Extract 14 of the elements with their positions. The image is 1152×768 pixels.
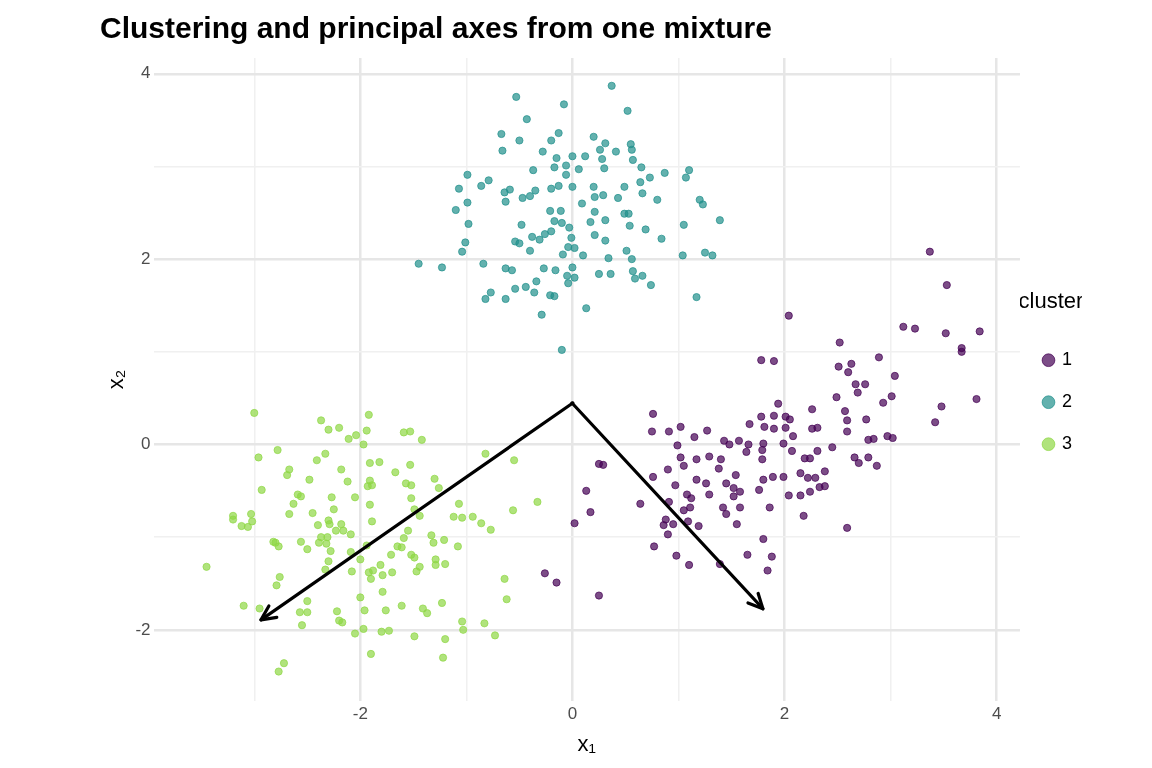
y-tick-label: 4 bbox=[141, 63, 151, 83]
chart-title: Clustering and principal axes from one mixture bbox=[100, 11, 772, 45]
legend-label: 2 bbox=[1061, 391, 1072, 412]
x-tick-label: 4 bbox=[991, 704, 1002, 724]
legend-label: 3 bbox=[1061, 433, 1072, 454]
x-tick-label: 0 bbox=[567, 704, 578, 724]
x-axis-title: x₁ bbox=[577, 730, 596, 756]
y-axis-title: x₂ bbox=[103, 369, 129, 390]
legend-label: 1 bbox=[1061, 349, 1072, 370]
y-tick-label: 2 bbox=[141, 248, 151, 268]
x-tick-label: 2 bbox=[779, 704, 790, 724]
y-tick-label: -2 bbox=[135, 619, 151, 639]
x-tick-label: -2 bbox=[352, 704, 368, 724]
y-tick-label: 0 bbox=[141, 434, 151, 454]
